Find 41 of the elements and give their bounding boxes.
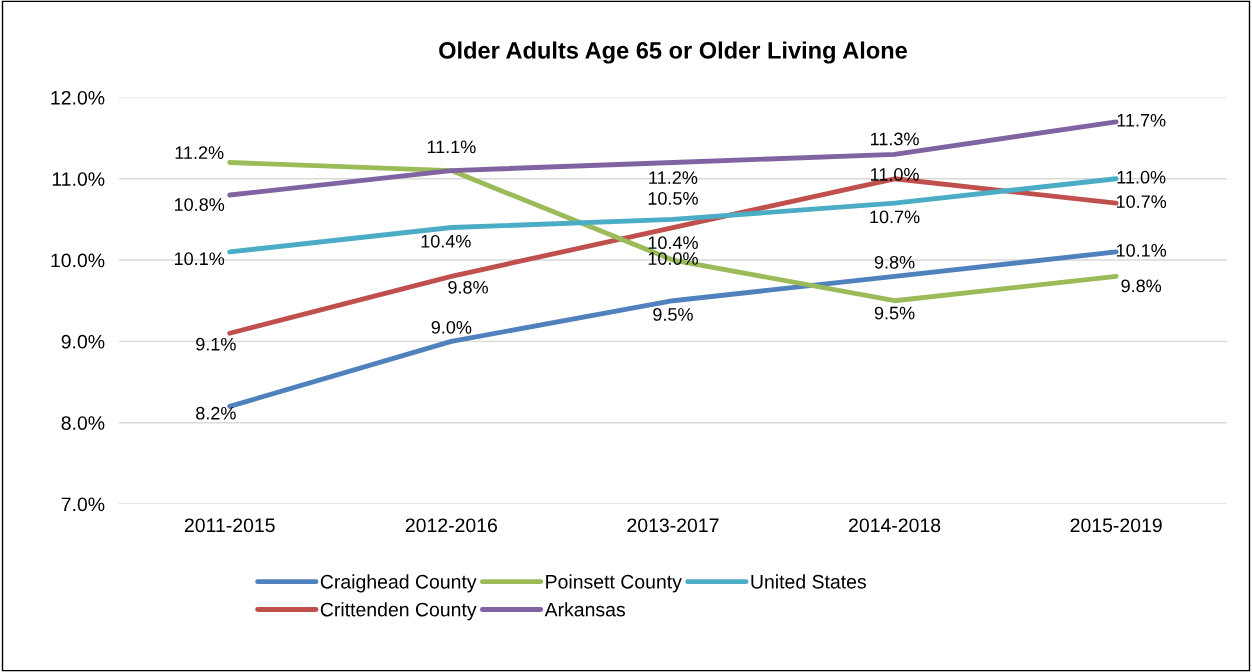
- data-label: 11.1%: [427, 140, 476, 154]
- data-label: 11.2%: [175, 146, 224, 159]
- legend-label: Arkansas: [544, 602, 625, 617]
- data-label: 10.7%: [870, 210, 920, 224]
- data-label: 10.1%: [1116, 243, 1167, 257]
- y-tick-label: 11.0%: [52, 172, 105, 186]
- legend-label: Craighead County: [320, 574, 477, 593]
- data-label: 9.8%: [874, 255, 915, 269]
- data-label: 10.7%: [1116, 195, 1167, 208]
- data-label: 10.1%: [174, 252, 225, 266]
- data-label: 10.8%: [174, 198, 225, 211]
- legend-label: Poinsett County: [546, 574, 682, 593]
- data-label: 9.0%: [431, 320, 472, 334]
- x-tick-label: 2011-2015: [184, 518, 275, 533]
- data-label: 9.1%: [196, 337, 236, 351]
- data-label: 11.7%: [1117, 113, 1166, 127]
- data-label: 10.4%: [648, 236, 698, 250]
- x-tick-label: 2014-2018: [849, 518, 941, 533]
- y-tick-label: 8.0%: [61, 416, 105, 430]
- y-tick-label: 9.0%: [61, 334, 105, 349]
- line-series: [227, 160, 1119, 304]
- data-label: 11.2%: [649, 171, 698, 184]
- data-label: 9.8%: [448, 280, 488, 294]
- data-label: 11.0%: [1117, 170, 1166, 184]
- y-tick-label: 10.0%: [51, 253, 105, 268]
- y-tick-label: 7.0%: [61, 497, 105, 512]
- legend-label: Crittenden County: [320, 602, 477, 621]
- data-label: 9.8%: [1121, 279, 1162, 293]
- data-label: 9.5%: [874, 306, 915, 320]
- data-label: 10.4%: [421, 234, 471, 248]
- x-tick-label: 2012-2016: [405, 518, 497, 533]
- y-tick-label: 12.0%: [51, 90, 105, 105]
- legend-label: United States: [751, 574, 866, 589]
- x-tick-label: 2013-2017: [627, 518, 719, 533]
- data-label: 11.0%: [871, 168, 919, 181]
- data-label: 9.5%: [653, 308, 693, 321]
- x-tick-label: 2015-2019: [1070, 518, 1162, 533]
- data-label: 11.3%: [871, 132, 919, 146]
- data-label: 10.5%: [648, 192, 698, 205]
- data-label: 8.2%: [196, 406, 236, 420]
- chart-title: Older Adults Age 65 or Older Living Alone: [439, 41, 907, 64]
